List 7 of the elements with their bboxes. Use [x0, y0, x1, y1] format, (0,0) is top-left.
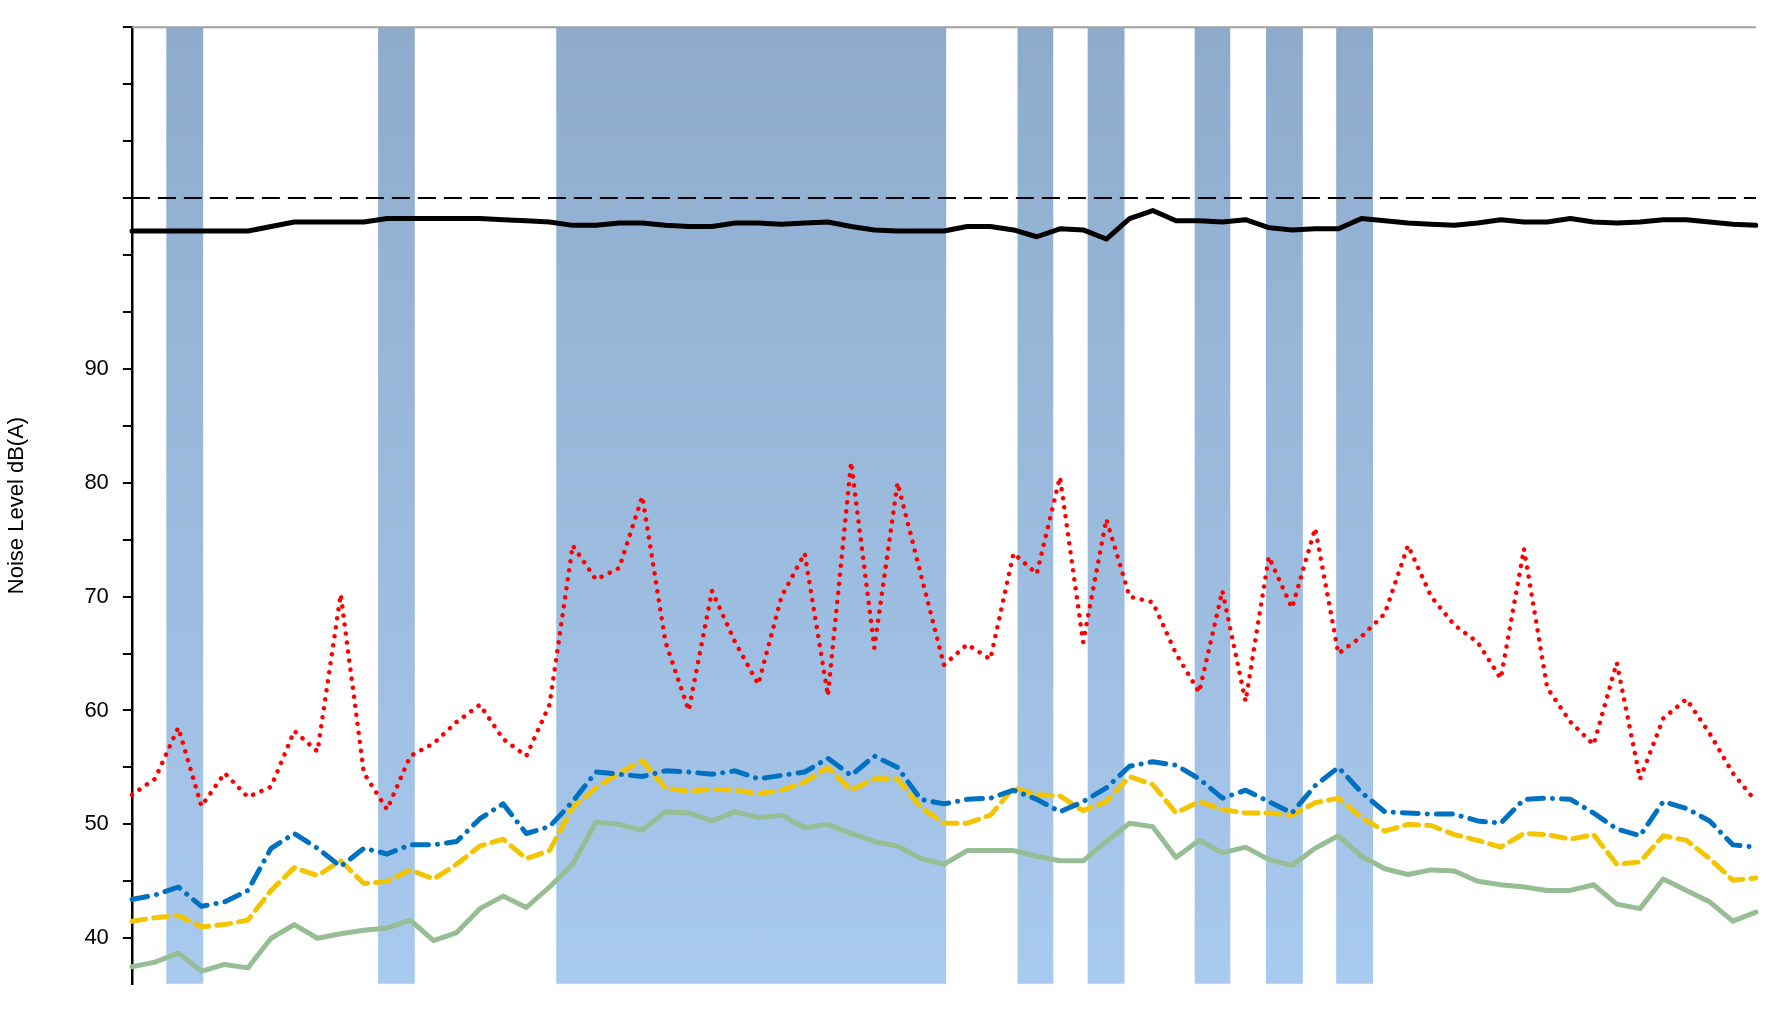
- y-axis-title: Noise Level dB(A): [3, 416, 29, 595]
- y-tick-label: 80: [84, 468, 109, 494]
- y-tick-label: 60: [84, 696, 109, 722]
- y-tick-label: 70: [84, 582, 109, 608]
- y-tick-label: 40: [84, 924, 109, 950]
- y-tick-label: 90: [84, 354, 109, 380]
- y-tick-label: 50: [84, 810, 109, 836]
